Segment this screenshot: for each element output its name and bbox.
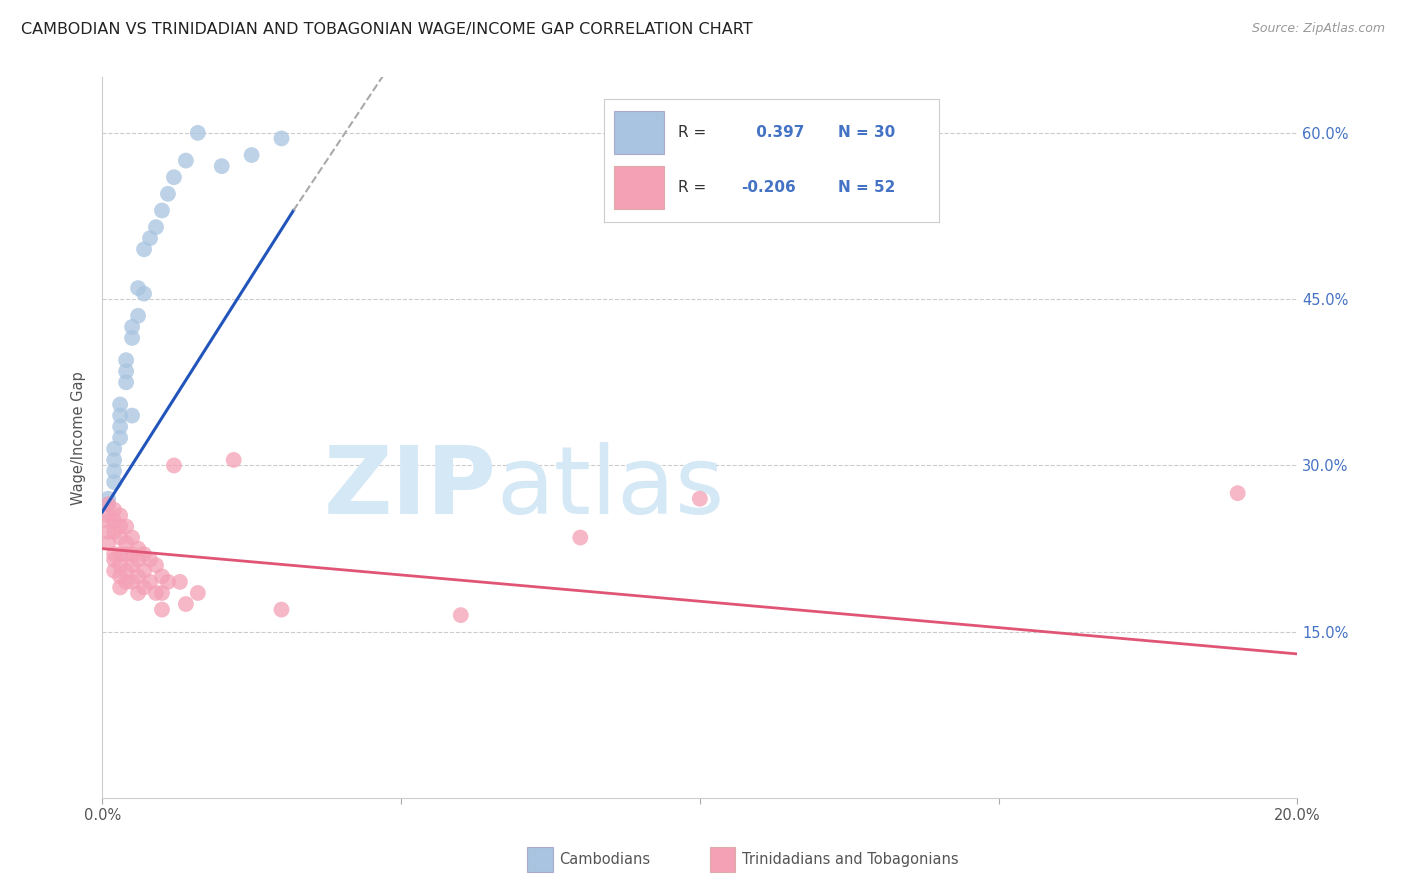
- Text: Cambodians: Cambodians: [560, 853, 651, 867]
- Point: [121, 319, 143, 334]
- Point: [163, 458, 186, 473]
- Point: [150, 569, 173, 583]
- Point: [139, 231, 162, 245]
- Text: atlas: atlas: [496, 442, 725, 534]
- Point: [97, 491, 120, 506]
- Point: [103, 503, 125, 517]
- Point: [132, 564, 155, 578]
- Point: [132, 242, 155, 256]
- Point: [115, 353, 138, 368]
- Point: [103, 514, 125, 528]
- Text: ZIP: ZIP: [323, 442, 496, 534]
- Point: [689, 491, 711, 506]
- Point: [97, 508, 120, 523]
- Point: [187, 126, 209, 140]
- Point: [97, 497, 120, 511]
- Point: [108, 531, 131, 545]
- Point: [150, 203, 173, 218]
- Point: [121, 574, 143, 589]
- Point: [145, 220, 167, 235]
- Point: [127, 569, 149, 583]
- Point: [103, 547, 125, 561]
- Point: [121, 409, 143, 423]
- Point: [132, 547, 155, 561]
- Point: [569, 531, 592, 545]
- Point: [103, 453, 125, 467]
- Point: [132, 286, 155, 301]
- Point: [115, 376, 138, 390]
- Point: [240, 148, 263, 162]
- Point: [97, 497, 120, 511]
- Point: [139, 574, 162, 589]
- Point: [108, 558, 131, 573]
- Point: [115, 574, 138, 589]
- Point: [450, 608, 472, 623]
- Text: CAMBODIAN VS TRINIDADIAN AND TOBAGONIAN WAGE/INCOME GAP CORRELATION CHART: CAMBODIAN VS TRINIDADIAN AND TOBAGONIAN …: [21, 22, 752, 37]
- Point: [115, 364, 138, 378]
- Point: [108, 431, 131, 445]
- Point: [187, 586, 209, 600]
- Point: [108, 508, 131, 523]
- Point: [108, 519, 131, 533]
- Point: [108, 397, 131, 411]
- Point: [103, 442, 125, 456]
- Point: [169, 574, 191, 589]
- Point: [103, 464, 125, 478]
- Point: [103, 552, 125, 566]
- Point: [97, 514, 120, 528]
- Point: [163, 170, 186, 185]
- Point: [115, 564, 138, 578]
- Point: [174, 153, 197, 168]
- Point: [139, 552, 162, 566]
- Point: [103, 524, 125, 539]
- Text: Source: ZipAtlas.com: Source: ZipAtlas.com: [1251, 22, 1385, 36]
- Point: [108, 547, 131, 561]
- Point: [270, 602, 292, 616]
- Point: [108, 569, 131, 583]
- Point: [108, 409, 131, 423]
- Point: [115, 536, 138, 550]
- Point: [174, 597, 197, 611]
- Point: [121, 531, 143, 545]
- Point: [115, 519, 138, 533]
- Point: [145, 586, 167, 600]
- Point: [127, 281, 149, 295]
- Point: [115, 547, 138, 561]
- Point: [270, 131, 292, 145]
- Point: [145, 558, 167, 573]
- Point: [121, 547, 143, 561]
- Point: [211, 159, 233, 173]
- Point: [103, 475, 125, 489]
- Point: [127, 552, 149, 566]
- Point: [127, 586, 149, 600]
- Point: [108, 581, 131, 595]
- Point: [103, 564, 125, 578]
- Point: [97, 536, 120, 550]
- Text: Trinidadians and Tobagonians: Trinidadians and Tobagonians: [742, 853, 959, 867]
- Point: [121, 331, 143, 345]
- Point: [1226, 486, 1249, 500]
- Point: [156, 574, 179, 589]
- Point: [97, 524, 120, 539]
- Point: [222, 453, 245, 467]
- Point: [121, 558, 143, 573]
- Y-axis label: Wage/Income Gap: Wage/Income Gap: [72, 371, 86, 505]
- Point: [127, 309, 149, 323]
- Point: [156, 186, 179, 201]
- Point: [150, 602, 173, 616]
- Point: [132, 581, 155, 595]
- Point: [108, 419, 131, 434]
- Point: [127, 541, 149, 556]
- Point: [150, 586, 173, 600]
